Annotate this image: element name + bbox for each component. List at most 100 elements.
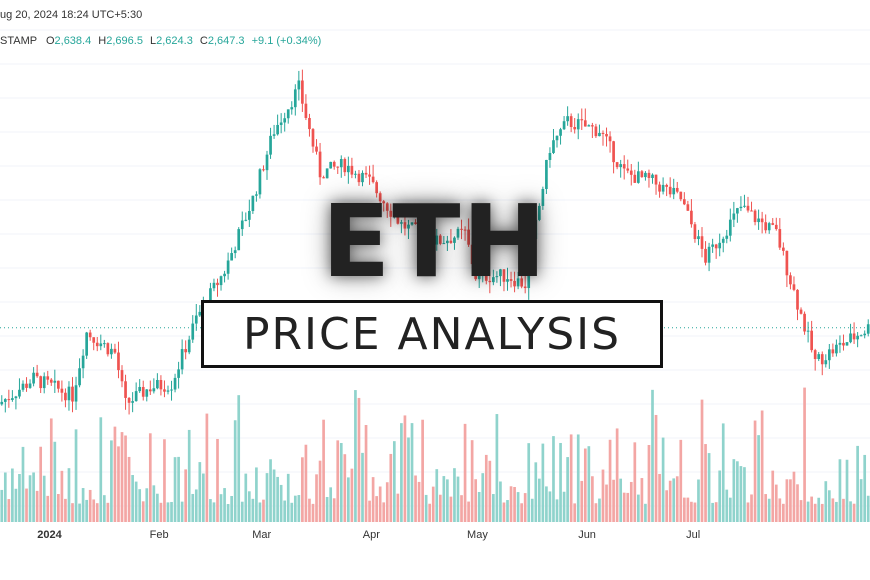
change-value: +9.1 (+0.34%) xyxy=(251,35,322,47)
volume-bar xyxy=(375,496,378,522)
candle xyxy=(852,333,856,340)
volume-bar xyxy=(488,460,492,522)
candle xyxy=(453,237,456,243)
candle xyxy=(396,215,400,224)
volume-bar xyxy=(152,485,156,522)
volume-bar xyxy=(354,390,357,522)
volume-bar xyxy=(704,444,707,522)
volume-bar xyxy=(534,462,538,522)
volume-bar xyxy=(138,489,142,522)
volume-bar xyxy=(608,439,612,522)
volume-bar xyxy=(301,457,304,522)
candle xyxy=(219,276,223,286)
volume-bar xyxy=(403,415,407,522)
candle xyxy=(14,396,18,399)
volume-bar xyxy=(269,459,272,522)
candle xyxy=(516,278,520,287)
volume-bar xyxy=(587,446,591,522)
volume-bar xyxy=(368,500,371,522)
volume-bar xyxy=(799,500,803,522)
candle xyxy=(704,248,707,263)
ohlc-legend: STAMP O2,638.4 H2,696.5 L2,624.3 C2,647.… xyxy=(0,35,321,47)
candle xyxy=(644,172,647,178)
x-tick-label: Jun xyxy=(578,529,596,541)
volume-bar xyxy=(520,503,523,522)
candle xyxy=(177,369,180,378)
volume-bar xyxy=(113,426,117,522)
candle xyxy=(711,244,714,247)
volume-bar xyxy=(343,454,347,522)
candle xyxy=(223,273,226,277)
candle xyxy=(435,235,439,245)
candle xyxy=(810,330,813,351)
volume-bar xyxy=(569,434,573,522)
volume-bar xyxy=(598,498,601,522)
volume-bar xyxy=(163,439,166,522)
volume-bar xyxy=(42,475,46,522)
volume-bar xyxy=(566,457,569,522)
candle xyxy=(690,210,693,225)
candle xyxy=(700,236,704,249)
candle xyxy=(258,169,262,195)
candle xyxy=(11,398,14,400)
candle xyxy=(67,386,71,401)
volume-bar xyxy=(470,440,474,522)
volume-bar xyxy=(728,497,732,522)
volume-bar xyxy=(453,468,456,522)
candle xyxy=(145,389,149,397)
candle xyxy=(559,129,562,136)
low-label: L xyxy=(150,35,157,47)
volume-bar xyxy=(456,476,460,522)
volume-bar xyxy=(686,497,690,522)
candle xyxy=(438,235,442,244)
volume-bar xyxy=(739,466,743,522)
volume-bar xyxy=(612,479,615,522)
candle xyxy=(520,278,523,287)
candle xyxy=(194,315,198,324)
candle xyxy=(350,165,354,175)
volume-bar xyxy=(707,453,711,522)
x-tick-label: 2024 xyxy=(37,529,62,541)
candle xyxy=(686,204,690,211)
candle xyxy=(824,360,828,365)
candle xyxy=(523,286,527,289)
volume-bar xyxy=(626,492,630,522)
candle xyxy=(470,244,474,265)
volume-bar xyxy=(679,439,683,522)
candle xyxy=(456,228,460,238)
volume-bar xyxy=(576,434,580,522)
candle xyxy=(226,260,230,274)
candle xyxy=(552,140,555,153)
volume-bar xyxy=(523,493,527,522)
candle xyxy=(739,206,743,209)
volume-bar xyxy=(573,503,577,522)
volume-bar xyxy=(661,437,665,522)
volume-bar xyxy=(247,491,251,522)
volume-bar xyxy=(672,478,676,522)
candle xyxy=(378,193,382,202)
volume-bar xyxy=(622,492,626,522)
candle xyxy=(760,218,764,223)
volume-bar xyxy=(389,453,393,522)
volume-bar xyxy=(25,488,28,522)
candle xyxy=(820,354,824,365)
candle xyxy=(237,229,241,251)
volume-bar xyxy=(552,436,555,522)
volume-bar xyxy=(184,469,188,522)
volume-bar xyxy=(396,493,400,522)
candle xyxy=(665,184,668,187)
volume-bar xyxy=(435,469,439,522)
volume-bar xyxy=(156,493,159,522)
candle xyxy=(651,174,654,178)
candle xyxy=(782,247,785,251)
volume-bar xyxy=(7,499,11,522)
volume-bar xyxy=(304,444,308,522)
candle xyxy=(548,152,552,160)
candle xyxy=(608,136,612,142)
candle xyxy=(322,177,325,179)
candle xyxy=(672,187,676,195)
volume-bar xyxy=(145,488,149,522)
volume-bar xyxy=(753,420,757,522)
volume-bar xyxy=(110,440,113,522)
volume-bar xyxy=(580,480,584,522)
